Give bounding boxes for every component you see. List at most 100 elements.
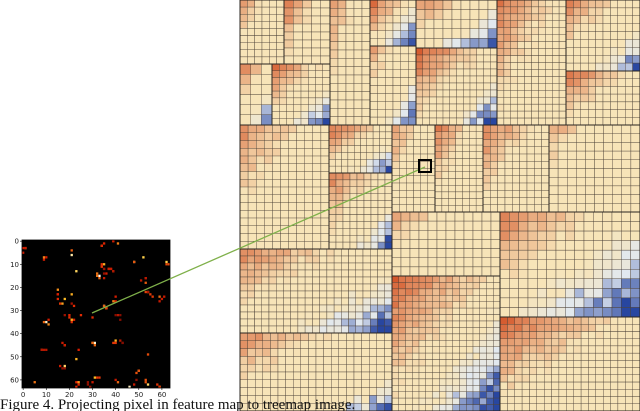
treemap-cell: [558, 403, 567, 411]
treemap-cell: [497, 146, 506, 155]
treemap-cell: [271, 97, 280, 105]
treemap-cell: [621, 194, 632, 204]
treemap-cell: [439, 333, 447, 341]
treemap-cell: [546, 307, 557, 318]
treemap-cell: [580, 345, 589, 354]
treemap-cell: [625, 15, 633, 24]
treemap-cell: [398, 365, 406, 373]
treemap-cell: [432, 346, 440, 354]
treemap-cell: [398, 320, 406, 328]
treemap-cell: [427, 132, 436, 140]
treemap-cell: [280, 210, 289, 219]
treemap-cell: [349, 234, 358, 243]
treemap-cell: [408, 93, 417, 102]
treemap-cell: [392, 108, 401, 118]
treemap-cell: [413, 197, 421, 206]
treemap-cell: [538, 13, 546, 21]
treemap-cell: [319, 276, 328, 285]
treemap-cell: [460, 38, 471, 49]
treemap-cell: [261, 276, 270, 285]
treemap-cell: [558, 0, 567, 8]
treemap-cell: [425, 307, 433, 315]
treemap-cell: [459, 397, 467, 405]
x-tick-label: 20: [65, 391, 74, 399]
treemap-cell: [469, 144, 477, 153]
treemap-cell: [271, 63, 280, 72]
treemap-cell: [304, 248, 313, 257]
treemap-cell: [370, 311, 378, 320]
treemap-cell: [497, 153, 506, 162]
treemap-cell: [391, 211, 402, 222]
treemap-cell: [369, 403, 378, 411]
treemap-cell: [376, 348, 385, 357]
treemap-cell: [518, 297, 529, 308]
treemap-cell: [271, 111, 280, 119]
treemap-cell: [472, 266, 483, 277]
treemap-cell: [361, 83, 371, 92]
treemap-cell: [335, 228, 344, 236]
treemap-cell: [312, 262, 320, 271]
treemap-cell: [452, 314, 460, 322]
treemap-cell: [459, 385, 467, 392]
treemap-cell: [546, 240, 557, 251]
treemap-cell: [300, 63, 309, 72]
treemap-cell: [341, 159, 349, 167]
treemap-cell: [476, 68, 484, 77]
treemap-cell: [392, 30, 401, 39]
treemap-cell: [445, 352, 454, 360]
treemap-cell: [499, 240, 510, 251]
treemap-cell: [602, 78, 611, 87]
treemap-cell: [326, 290, 335, 299]
treemap-cell: [546, 259, 557, 270]
treemap-cell: [541, 168, 550, 177]
treemap-cell: [558, 389, 567, 397]
feature-pixel: [56, 288, 59, 291]
treemap-cell: [445, 275, 454, 283]
treemap-cell: [300, 104, 309, 112]
treemap-cell: [469, 158, 477, 166]
treemap-cell: [348, 262, 357, 271]
treemap-cell: [354, 165, 361, 174]
treemap-cell: [300, 356, 309, 365]
treemap-cell: [300, 70, 309, 78]
treemap-cell: [341, 145, 349, 153]
treemap-cell: [315, 340, 324, 349]
treemap-cell: [555, 288, 566, 299]
treemap-cell: [573, 86, 582, 95]
treemap-cell: [534, 132, 542, 140]
treemap-cell: [341, 165, 349, 174]
treemap-cell: [526, 175, 535, 184]
treemap-cell: [442, 68, 451, 77]
treemap-cell: [312, 186, 322, 196]
treemap-cell: [610, 117, 619, 126]
treemap-cell: [612, 133, 623, 143]
treemap-cell: [412, 359, 420, 367]
treemap-cell: [356, 228, 365, 236]
treemap-cell: [588, 55, 596, 64]
treemap-cell: [304, 241, 314, 250]
treemap-cell: [293, 70, 302, 78]
treemap-cell: [538, 20, 546, 28]
treemap-cell: [346, 332, 355, 342]
treemap-cell: [441, 191, 449, 199]
treemap-cell: [369, 387, 378, 396]
treemap-cell: [312, 325, 320, 334]
treemap-cell: [270, 371, 279, 381]
treemap-cell: [239, 311, 248, 320]
treemap-cell: [472, 288, 481, 296]
treemap-cell: [300, 340, 309, 349]
treemap-cell: [469, 117, 478, 126]
treemap-cell: [376, 403, 385, 411]
treemap-cell: [507, 316, 515, 325]
treemap-cell: [617, 31, 626, 40]
treemap-cell: [433, 0, 444, 10]
treemap-cell: [545, 110, 553, 119]
treemap-cell: [432, 404, 440, 411]
treemap-cell: [479, 397, 487, 405]
treemap-cell: [271, 90, 280, 99]
treemap-cell: [459, 282, 467, 289]
treemap-cell: [445, 248, 456, 258]
treemap-cell: [487, 0, 498, 10]
treemap-cell: [611, 249, 622, 260]
treemap-cell: [472, 340, 481, 347]
